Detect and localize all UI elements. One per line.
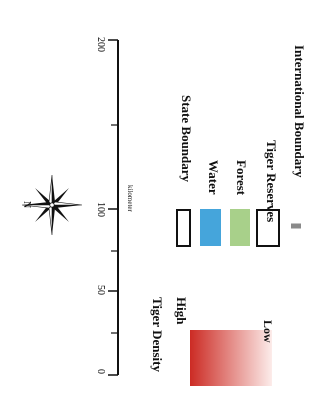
legend-label-state-boundary: State Boundary xyxy=(179,95,194,183)
tiger-density-title: Tiger Density xyxy=(150,297,165,372)
water-symbol xyxy=(200,209,221,246)
tiger-density-low-label: Low xyxy=(261,320,275,343)
north-label: N xyxy=(21,201,32,209)
scale-label-100: 100 xyxy=(95,202,106,217)
compass-rose-icon xyxy=(21,174,83,236)
scale-label-50: 50 xyxy=(95,285,106,295)
scale-bar xyxy=(108,39,119,376)
state-boundary-symbol xyxy=(176,209,191,247)
legend-label-forest: Forest xyxy=(234,160,249,196)
tiger-reserves-symbol xyxy=(256,209,280,247)
scale-unit-label: kilometer xyxy=(126,185,134,212)
legend-label-tiger-reserves: Tiger Reserves xyxy=(264,140,279,223)
forest-symbol xyxy=(230,209,250,246)
legend-label-international-boundary: International Boundary xyxy=(292,45,307,178)
legend-label-water: Water xyxy=(206,160,221,195)
tiger-density-high-label: High xyxy=(174,297,189,325)
tiger-density-gradient xyxy=(190,330,272,386)
scale-label-200: 200 xyxy=(95,37,106,52)
scale-label-0: 0 xyxy=(95,369,106,374)
